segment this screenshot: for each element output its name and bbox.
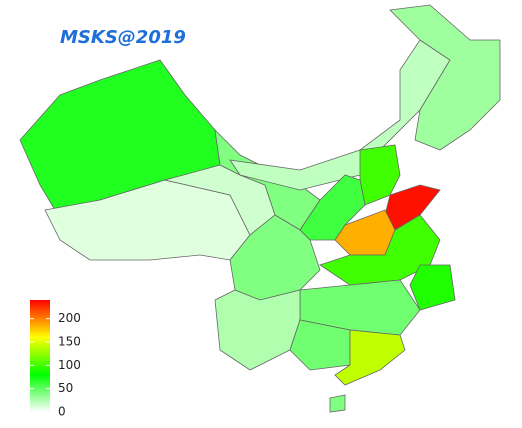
- regions: [19, 4, 501, 413]
- legend: 0 50 100 150 200: [30, 300, 81, 419]
- region: [334, 329, 406, 386]
- region: [229, 39, 451, 191]
- tick-label: 0: [58, 405, 66, 419]
- tick-label: 200: [58, 311, 81, 325]
- tick-label: 50: [58, 381, 73, 395]
- region: [329, 394, 346, 413]
- tick-label: 150: [58, 335, 81, 349]
- region: [214, 289, 301, 371]
- map-title: MSKS@2019: [60, 27, 186, 48]
- color-bar: [30, 300, 50, 412]
- tick-label: 100: [58, 358, 81, 372]
- region: [389, 4, 501, 151]
- region: [409, 264, 456, 311]
